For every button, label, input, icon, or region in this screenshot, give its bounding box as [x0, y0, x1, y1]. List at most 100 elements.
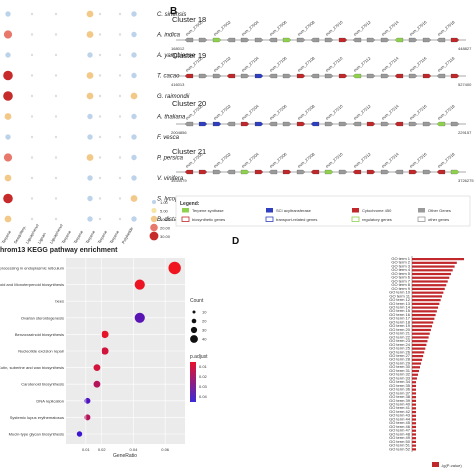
- bar-label: GO term 39: [389, 398, 411, 403]
- term-label: bees: [55, 299, 64, 304]
- bar: [412, 362, 422, 365]
- legend-item-label: Other Genes: [428, 208, 451, 213]
- cluster-name: Cluster 19: [172, 51, 206, 60]
- heatmap-cell: [131, 216, 137, 222]
- bar: [412, 291, 444, 294]
- bar: [412, 377, 417, 380]
- term-label: Nucleotide excision repair: [18, 349, 64, 354]
- bar-label: GO term 10: [389, 290, 411, 295]
- cluster-end: 527400: [458, 82, 472, 87]
- x-tick-label: 0.04: [130, 447, 139, 452]
- bar: [412, 325, 433, 328]
- color-legend-title: p.adjust: [190, 354, 208, 360]
- bar: [412, 392, 416, 395]
- panel-d-barplot: GO term 1GO term 2GO term 3GO term 4GO t…: [389, 256, 464, 468]
- bar: [412, 336, 429, 339]
- heatmap-cell: [3, 193, 13, 204]
- bar: [412, 418, 416, 421]
- gene-arrow: [366, 37, 376, 43]
- bar-label: GO term 37: [389, 390, 411, 395]
- bar-label: GO term 34: [389, 379, 411, 384]
- bar: [412, 332, 430, 335]
- heatmap-cell: [131, 11, 137, 17]
- bar-label: GO term 28: [389, 357, 411, 362]
- bar-label: GO term 19: [389, 323, 411, 328]
- gene-arrow: [282, 73, 292, 79]
- gene-arrow: [324, 169, 334, 175]
- bar: [412, 299, 441, 302]
- gene-arrow: [436, 73, 446, 79]
- legend-title: Legend:: [180, 201, 200, 207]
- heatmap-cell: [118, 135, 122, 139]
- species-label: A. thaliana: [156, 115, 186, 121]
- legend-item-label: regulatory genes: [362, 217, 392, 222]
- gene-id: evm_27212: [352, 103, 372, 121]
- panel-a-legend: 1.00 5.00 10.00 20.00 30.00: [149, 200, 171, 241]
- x-axis-label: Polyketide: [121, 225, 135, 244]
- species-label: P. persica: [157, 156, 184, 162]
- bar-label: GO term 35: [389, 383, 411, 388]
- bar-label: GO term 4: [391, 267, 410, 272]
- x-tick-label: 0.02: [98, 447, 107, 452]
- enrichment-dot: [134, 312, 145, 323]
- bar: [412, 328, 431, 332]
- bar: [412, 340, 428, 343]
- cluster-start: 2004856: [171, 130, 187, 135]
- cluster-name: Cluster 18: [172, 15, 206, 24]
- bar-label: GO term 1: [391, 256, 410, 261]
- legend-item-label: Cytochrome 450: [362, 208, 392, 213]
- heatmap-cell: [54, 53, 58, 57]
- heatmap-cell: [98, 74, 102, 77]
- heatmap-cell: [30, 176, 34, 180]
- gene-arrow: [310, 169, 320, 175]
- gene-id: evm_27206: [268, 103, 288, 121]
- species-label: F. vesca: [157, 135, 180, 141]
- heatmap-cell: [131, 175, 137, 181]
- heatmap-cell: [130, 195, 138, 202]
- bar-label: GO term 20: [389, 327, 411, 332]
- heatmap-cell: [86, 10, 94, 18]
- gene-id: evm_27118: [436, 55, 456, 73]
- cluster-start: 416013: [171, 82, 185, 87]
- gene-arrow: [394, 73, 404, 79]
- gene-arrow: [408, 73, 418, 79]
- legend-outline-swatch: [351, 216, 360, 222]
- legend-swatch: [266, 208, 273, 213]
- gene-id: evm_27214: [380, 103, 400, 121]
- gene-arrow: [254, 121, 264, 127]
- gene-arrow: [184, 37, 194, 43]
- heatmap-cell: [98, 156, 102, 159]
- bar: [412, 429, 416, 432]
- heatmap-cell: [98, 53, 102, 57]
- bar-label: GO term 11: [389, 293, 410, 298]
- bar-label: GO term 6: [391, 275, 410, 280]
- bar-label: GO term 31: [389, 368, 411, 373]
- gene-arrow: [296, 121, 306, 127]
- heatmap-cell: [54, 12, 58, 16]
- gene-arrow: [268, 121, 278, 127]
- heatmap-cell: [54, 74, 58, 77]
- gene-arrow: [212, 37, 222, 43]
- bar-label: GO term 9: [391, 286, 410, 291]
- bar-label: GO term 30: [389, 364, 411, 369]
- panel-c-dotplot: processing in endoplasmic reticulum Pha..…: [0, 258, 208, 459]
- cluster-start: 3534479: [171, 178, 187, 183]
- gene-arrow: [254, 169, 264, 175]
- heatmap-cell: [130, 92, 138, 100]
- gene-arrow: [450, 37, 460, 43]
- gene-id: evm_27106: [268, 55, 288, 73]
- bar: [412, 272, 451, 276]
- gene-id: evm_27112: [352, 55, 372, 73]
- heatmap-cell: [30, 115, 34, 118]
- gene-id: evm_27302: [212, 151, 232, 169]
- bar-label: GO term 14: [389, 305, 411, 310]
- heatmap-cell: [131, 72, 137, 79]
- size-legend-dot: [191, 318, 197, 324]
- gene-arrow: [338, 73, 348, 79]
- heatmap-cell: [3, 153, 13, 162]
- bar: [412, 396, 416, 399]
- color-legend-value: 0.04: [199, 394, 208, 399]
- bar: [412, 313, 436, 317]
- heatmap-cell: [54, 197, 58, 200]
- heatmap-cell: [5, 11, 11, 17]
